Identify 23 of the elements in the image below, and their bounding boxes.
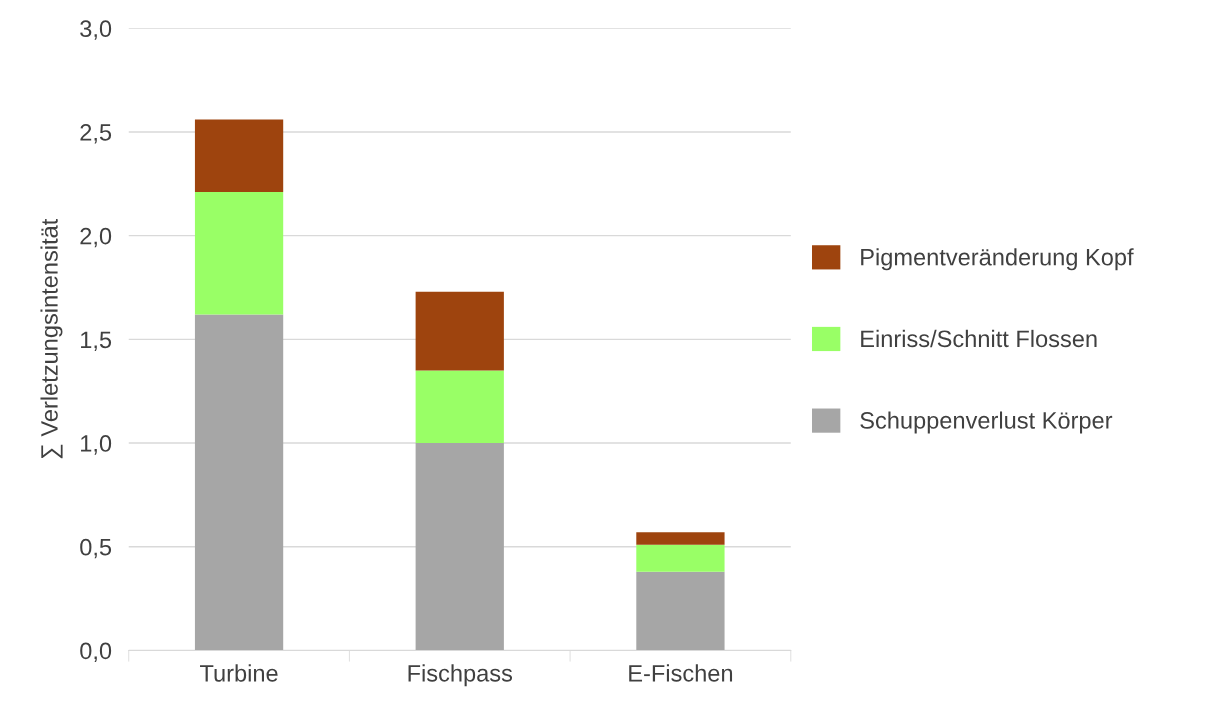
y-tick-label: 1,5 xyxy=(81,331,112,351)
bar xyxy=(415,370,504,444)
legend-label: Pigmentveränderung Kopf xyxy=(861,248,1134,271)
bar xyxy=(194,314,284,651)
y-tick-label: 0,0 xyxy=(80,642,112,663)
x-tick-label: Fischpass xyxy=(408,664,513,687)
bar xyxy=(415,443,504,651)
bar xyxy=(636,571,725,651)
y-axis-title: ∑ Verletzungsintensität xyxy=(40,218,63,459)
bar xyxy=(636,532,725,545)
y-tick-label: 0,5 xyxy=(80,538,112,559)
bar xyxy=(194,119,284,193)
y-tick-label: 3,0 xyxy=(80,20,112,40)
y-tick-label: 2,0 xyxy=(80,227,112,248)
y-tick-label: 1,0 xyxy=(81,435,112,455)
legend-label: Einriss/Schnitt Flossen xyxy=(861,329,1097,348)
legend-label: Schuppenverlust Körper xyxy=(860,411,1113,434)
x-tick-label: E-Fischen xyxy=(629,664,733,682)
bar xyxy=(636,544,725,572)
bar xyxy=(415,291,504,371)
x-tick-label: Turbine xyxy=(200,664,278,682)
bar xyxy=(194,192,284,315)
y-tick-label: 2,5 xyxy=(80,124,112,144)
